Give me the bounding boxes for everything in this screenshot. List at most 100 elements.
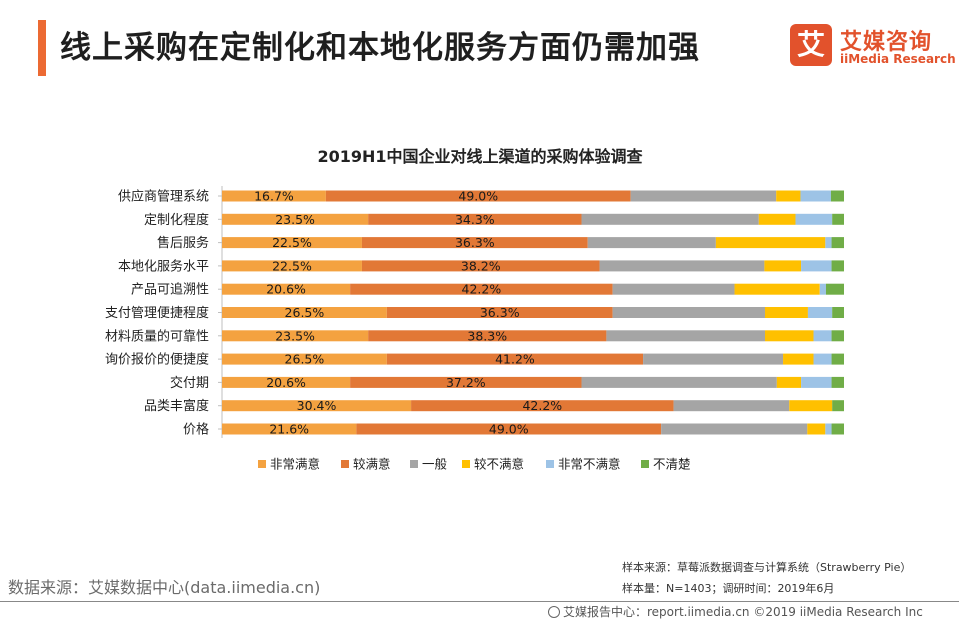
bar-segment — [222, 330, 369, 342]
data-label: 34.3% — [455, 212, 495, 227]
legend-swatch — [410, 460, 418, 468]
legend-label: 较满意 — [353, 457, 391, 472]
data-label: 22.5% — [272, 258, 312, 273]
category-label: 询价报价的便捷度 — [105, 352, 209, 368]
bar-segment — [325, 190, 631, 202]
sample-size-note: 样本量：N=1403；调研时间：2019年6月 — [622, 582, 835, 595]
data-label: 20.6% — [266, 375, 306, 390]
bar-segment — [356, 423, 662, 435]
bar-segment — [758, 213, 796, 225]
data-label: 16.7% — [254, 189, 294, 204]
bar-segment — [368, 213, 582, 225]
bar-segment — [386, 307, 613, 318]
category-label: 定制化程度 — [144, 212, 209, 228]
category-label: 品类丰富度 — [144, 398, 209, 414]
bar-segment — [361, 237, 588, 249]
bar-segment — [222, 213, 369, 225]
bar-segment — [599, 260, 765, 272]
bar-segment — [643, 353, 784, 365]
data-label: 42.2% — [522, 398, 562, 413]
bar-segment — [222, 307, 387, 318]
data-label: 26.5% — [285, 352, 325, 367]
bar-segment — [765, 307, 808, 318]
bar-segment — [825, 283, 844, 295]
data-label: 21.6% — [269, 422, 309, 437]
bar-segment — [807, 307, 833, 318]
bar-segment — [789, 400, 833, 412]
data-label: 49.0% — [489, 422, 529, 437]
legend-label: 非常不满意 — [558, 457, 621, 472]
bar-segment — [587, 237, 716, 249]
logo-text-en: iiMedia Research — [840, 52, 956, 66]
bar-segment — [734, 283, 820, 295]
brand-logo: 艾 艾媒咨询 iiMedia Research — [790, 24, 956, 70]
bar-segment — [606, 330, 766, 342]
legend-swatch — [258, 460, 266, 468]
bar-segment — [764, 260, 802, 272]
bar-segment — [813, 353, 832, 365]
bar-segment — [807, 423, 826, 435]
footer-copyright: 艾媒报告中心：report.iimedia.cn ©2019 iiMedia R… — [548, 603, 923, 620]
legend-swatch — [546, 460, 554, 468]
legend-swatch — [641, 460, 649, 468]
bar-segment — [222, 423, 357, 435]
category-label: 交付期 — [170, 375, 209, 391]
legend-label: 一般 — [422, 457, 448, 472]
data-label: 36.3% — [455, 235, 495, 250]
bar-segment — [831, 260, 844, 272]
legend-swatch — [462, 460, 470, 468]
bar-segment — [386, 353, 644, 365]
bar-segment — [222, 353, 387, 365]
bar-segment — [832, 213, 844, 225]
bar-segment — [673, 400, 790, 412]
bar-segment — [795, 213, 833, 225]
bar-segment — [222, 260, 362, 272]
category-label: 价格 — [183, 422, 209, 438]
bar-segment — [819, 283, 826, 295]
bar-segment — [581, 213, 759, 225]
logo-mark-icon: 艾 — [790, 24, 832, 66]
bar-segment — [411, 400, 674, 412]
data-label: 38.3% — [467, 328, 507, 343]
data-label: 23.5% — [275, 212, 315, 227]
data-label: 22.5% — [272, 235, 312, 250]
footer-divider — [0, 601, 959, 602]
bar-segment — [361, 260, 600, 272]
legend-label: 非常满意 — [270, 457, 320, 472]
category-label: 支付管理便捷程度 — [105, 305, 209, 321]
bar-segment — [350, 283, 613, 295]
data-label: 42.2% — [462, 282, 502, 297]
bar-segment — [776, 190, 801, 202]
legend-label: 较不满意 — [474, 457, 524, 472]
bar-segment — [831, 353, 844, 365]
bar-segment — [783, 353, 814, 365]
globe-icon — [548, 606, 560, 618]
bar-segment — [222, 283, 351, 295]
bar-segment — [630, 190, 777, 202]
bar-segment — [831, 237, 844, 249]
bar-segment — [222, 237, 362, 249]
footer-copyright-text: 艾媒报告中心：report.iimedia.cn ©2019 iiMedia R… — [563, 605, 923, 619]
page-title: 线上采购在定制化和本地化服务方面仍需加强 — [60, 30, 700, 66]
category-label: 材料质量的可靠性 — [105, 328, 209, 344]
data-source: 数据来源：艾媒数据中心(data.iimedia.cn) — [8, 578, 321, 597]
bar-segment — [715, 237, 826, 249]
chart-title: 2019H1中国企业对线上渠道的采购体验调查 — [317, 147, 642, 166]
category-label: 产品可追溯性 — [131, 282, 209, 298]
bar-segment — [612, 307, 766, 318]
bar-segment — [222, 190, 326, 202]
bar-segment — [832, 307, 844, 318]
bar-segment — [831, 330, 844, 342]
data-label: 38.2% — [461, 258, 501, 273]
data-label: 37.2% — [446, 375, 486, 390]
bar-segment — [612, 283, 735, 295]
legend-label: 不清楚 — [653, 457, 691, 472]
category-label: 供应商管理系统 — [118, 189, 209, 205]
bar-segment — [813, 330, 832, 342]
bar-segment — [831, 423, 844, 435]
data-label: 26.5% — [285, 305, 325, 320]
bar-segment — [825, 423, 832, 435]
data-label: 36.3% — [480, 305, 520, 320]
category-label: 售后服务 — [157, 235, 209, 251]
